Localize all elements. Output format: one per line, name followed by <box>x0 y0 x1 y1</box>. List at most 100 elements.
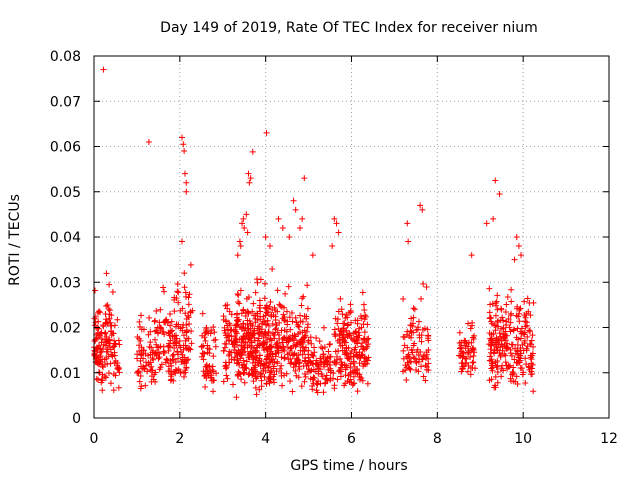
data-point <box>166 329 173 336</box>
data-point <box>488 365 495 372</box>
data-point <box>109 288 116 295</box>
data-point <box>265 363 272 370</box>
data-point <box>255 361 262 368</box>
data-point <box>320 351 327 358</box>
data-point <box>178 238 185 245</box>
data-point <box>238 376 245 383</box>
data-point <box>486 309 493 316</box>
data-point <box>337 295 344 302</box>
data-point <box>91 347 98 354</box>
data-point <box>297 312 304 319</box>
data-point <box>331 215 338 222</box>
x-tick-label: 0 <box>90 431 99 447</box>
data-point <box>497 317 504 324</box>
data-point <box>524 295 531 302</box>
data-point <box>278 372 285 379</box>
data-point <box>301 370 308 377</box>
data-point <box>409 320 416 327</box>
data-point <box>185 301 192 308</box>
data-point <box>405 238 412 245</box>
data-point <box>501 351 508 358</box>
data-point <box>261 374 268 381</box>
data-point <box>237 355 244 362</box>
data-point <box>361 335 368 342</box>
data-point <box>240 370 247 377</box>
data-point <box>136 318 143 325</box>
data-point <box>174 280 181 287</box>
y-tick-label: 0.06 <box>50 140 81 156</box>
data-point <box>241 369 248 376</box>
data-point <box>111 322 118 329</box>
data-point <box>528 337 535 344</box>
chart-title: Day 149 of 2019, Rate Of TEC Index for r… <box>160 20 538 36</box>
y-axis-label: ROTI / TECUs <box>7 194 23 286</box>
data-point <box>287 378 294 385</box>
data-point <box>358 324 365 331</box>
data-point <box>181 148 188 155</box>
data-point <box>403 354 410 361</box>
data-point <box>246 350 253 357</box>
points-layer <box>91 66 537 401</box>
data-point <box>177 307 184 314</box>
data-point <box>502 359 509 366</box>
data-point <box>258 377 265 384</box>
data-point <box>289 318 296 325</box>
data-point <box>297 224 303 231</box>
data-point <box>529 371 536 378</box>
data-point <box>252 289 259 296</box>
data-point <box>228 356 235 363</box>
data-point <box>201 373 208 380</box>
data-point <box>187 261 194 268</box>
data-point <box>145 138 152 145</box>
data-point <box>400 296 407 303</box>
data-point <box>198 353 205 360</box>
data-point <box>229 381 236 388</box>
data-point <box>167 322 174 329</box>
data-point <box>104 360 111 367</box>
data-point <box>263 129 270 136</box>
data-point <box>364 357 371 364</box>
data-point <box>502 308 509 315</box>
data-point <box>300 363 307 370</box>
data-point <box>456 329 463 336</box>
data-point <box>186 320 193 327</box>
data-point <box>99 387 106 394</box>
data-point <box>243 295 250 302</box>
data-point <box>324 355 331 362</box>
data-point <box>236 300 243 307</box>
data-point <box>174 288 181 295</box>
data-point <box>160 284 167 291</box>
data-point <box>514 325 521 332</box>
data-point <box>350 353 357 360</box>
data-point <box>418 356 425 363</box>
data-point <box>261 330 268 337</box>
data-point <box>316 338 323 345</box>
data-point <box>308 360 315 367</box>
x-tick-label: 2 <box>175 431 184 447</box>
data-point <box>503 301 510 308</box>
data-point <box>313 380 320 387</box>
data-point <box>238 310 245 317</box>
data-point <box>106 307 113 314</box>
data-point <box>459 363 466 370</box>
data-point <box>356 373 363 380</box>
data-point <box>163 316 170 323</box>
data-point <box>406 333 413 340</box>
data-point <box>323 376 330 383</box>
data-point <box>287 345 294 352</box>
data-point <box>141 365 148 372</box>
data-point <box>413 367 420 374</box>
data-point <box>495 317 502 324</box>
data-point <box>238 351 245 358</box>
data-point <box>237 371 244 378</box>
data-point <box>515 313 522 320</box>
data-point <box>469 319 476 326</box>
data-point <box>175 299 182 306</box>
data-point <box>335 347 342 354</box>
data-point <box>294 341 301 348</box>
data-point <box>241 224 248 231</box>
data-point <box>503 318 510 325</box>
data-point <box>94 360 101 367</box>
data-point <box>157 324 164 331</box>
data-point <box>262 304 269 311</box>
